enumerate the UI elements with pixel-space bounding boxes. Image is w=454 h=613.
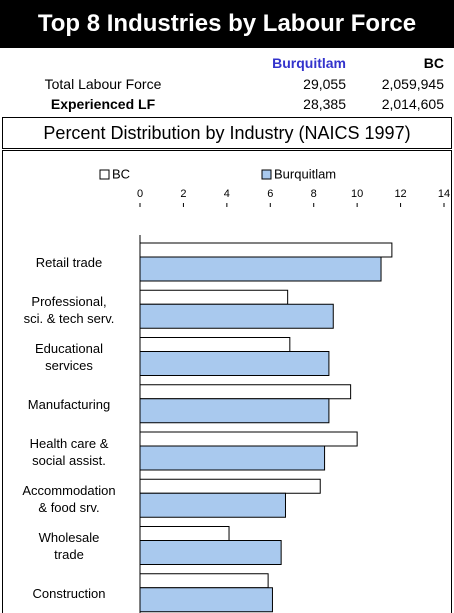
category-label: Accommodation & food srv.	[22, 482, 116, 515]
bar	[139, 289, 289, 305]
column-header: BC	[423, 55, 444, 71]
bar	[139, 540, 282, 565]
column-header: Burquitlam	[272, 55, 346, 71]
category-label: Wholesale trade	[38, 530, 100, 563]
bar	[139, 478, 321, 494]
bar	[139, 431, 358, 447]
legend-label: Burquitlam	[274, 166, 336, 181]
x-tick-label: 2	[180, 188, 186, 200]
section-title: Percent Distribution by Industry (NAICS …	[2, 117, 452, 149]
legend-swatch	[261, 169, 272, 180]
bar	[139, 526, 230, 541]
bar	[139, 242, 393, 258]
row-label: Experienced LF	[50, 96, 156, 112]
category-label: Construction	[32, 585, 106, 601]
x-tick-label: 6	[267, 188, 273, 200]
bar	[139, 351, 330, 376]
bar	[139, 398, 330, 424]
cell: 29,055	[303, 76, 346, 92]
bar	[139, 573, 269, 589]
category-label: Professional, sci. & tech serv.	[23, 293, 115, 326]
x-tick-label: 4	[224, 188, 230, 200]
x-tick-label: 10	[351, 188, 363, 200]
x-tick-label: 12	[394, 188, 406, 200]
x-tick-label: 0	[137, 188, 143, 200]
bar	[139, 384, 352, 400]
cell: 2,014,605	[381, 96, 444, 112]
row-label: Total Labour Force	[44, 76, 162, 92]
chart-frame	[2, 150, 452, 613]
x-tick-label: 14	[438, 188, 450, 200]
bar	[139, 337, 291, 352]
cell: 2,059,945	[381, 76, 444, 92]
category-label: Health care & social assist.	[29, 435, 109, 468]
x-tick-label: 8	[311, 188, 317, 200]
bar	[139, 303, 334, 329]
category-label: Retail trade	[35, 255, 103, 271]
bar	[139, 445, 326, 471]
cell: 28,385	[303, 96, 346, 112]
legend-swatch	[99, 169, 110, 180]
bar	[139, 587, 273, 613]
category-label: Manufacturing	[27, 396, 111, 412]
legend-label: BC	[112, 166, 130, 181]
title-bar: Top 8 Industries by Labour Force	[0, 0, 454, 48]
bar	[139, 492, 286, 518]
bar	[139, 256, 382, 282]
category-label: Educational services	[35, 341, 103, 374]
